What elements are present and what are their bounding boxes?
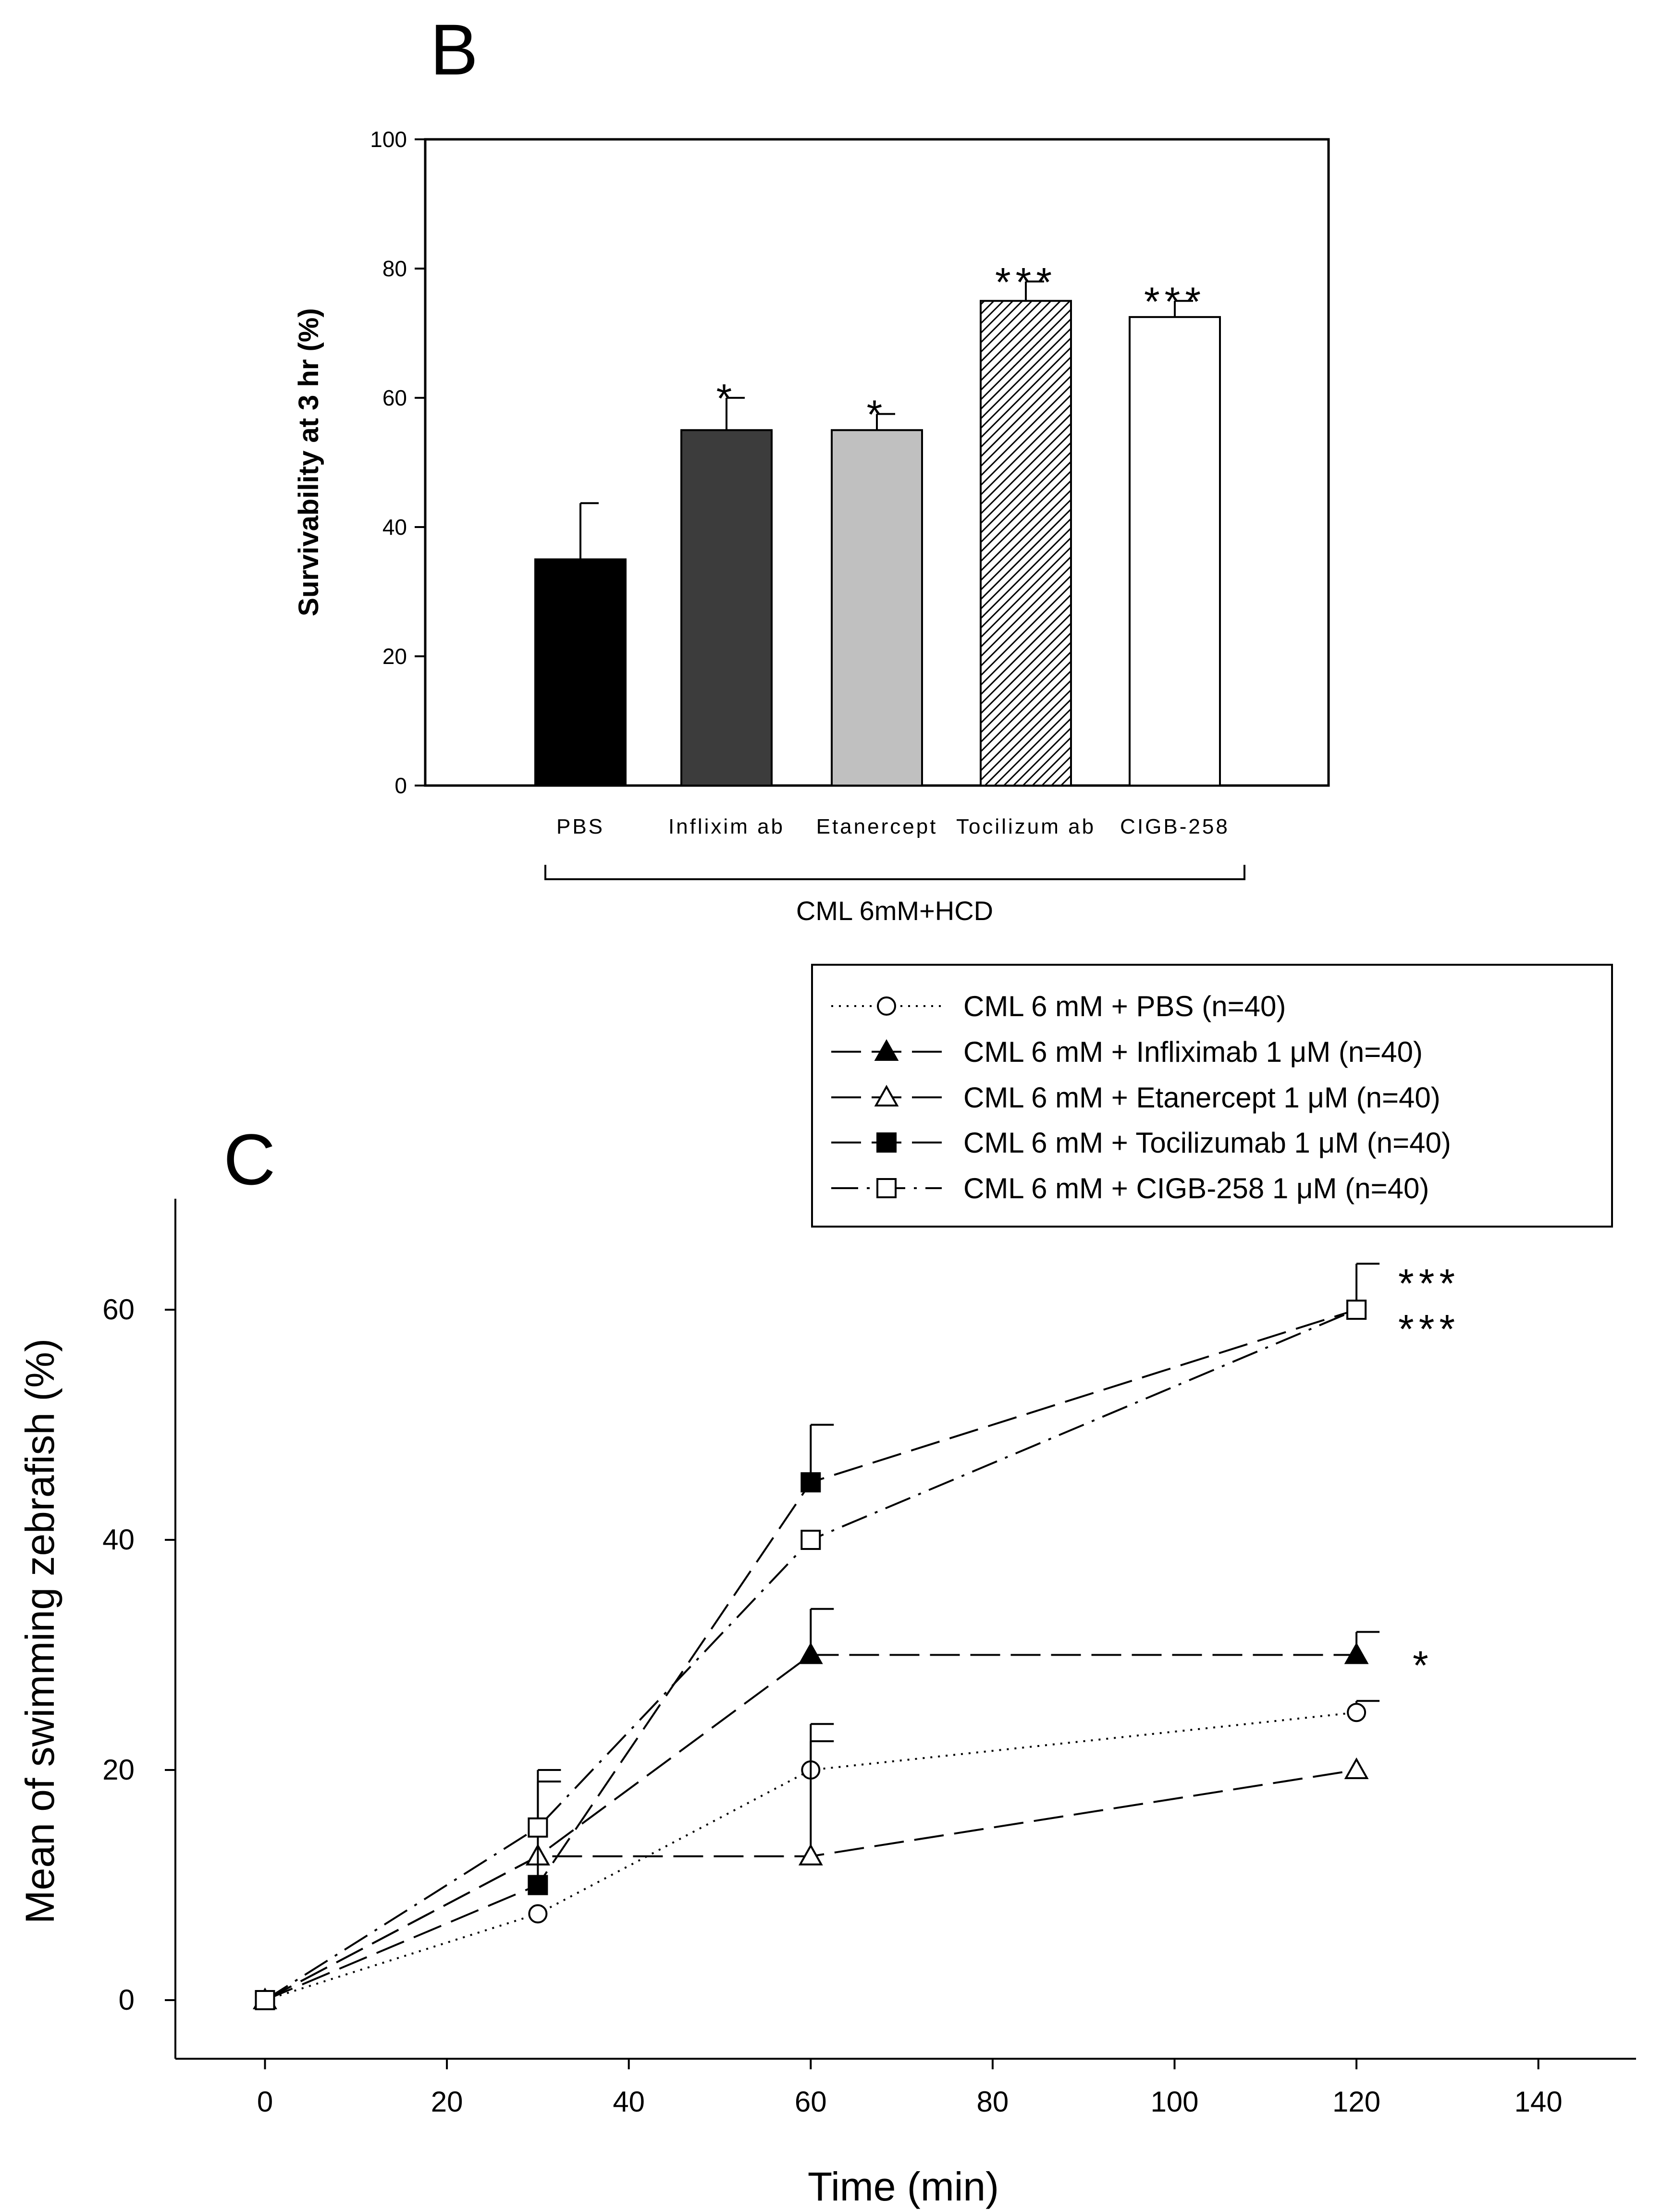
panel-c-x-axis-label: Time (min) xyxy=(808,2164,999,2209)
data-point-marker xyxy=(800,1472,821,1493)
series-line xyxy=(264,1769,1357,2001)
data-point-marker xyxy=(798,1642,823,1664)
data-point-marker xyxy=(1346,1300,1367,1320)
legend-marker-sample xyxy=(874,1039,899,1061)
legend-label: CML 6 mM + PBS (n=40) xyxy=(963,990,1286,1022)
bar-pbs xyxy=(534,558,627,786)
panel-c-significance-cigb258: *** xyxy=(1398,1306,1460,1352)
panel-b-y-tick-label: 100 xyxy=(370,127,407,152)
data-point-marker xyxy=(255,1990,275,2010)
significance-inflixim-ab: * xyxy=(716,376,737,421)
category-label-pbs: PBS xyxy=(556,815,604,838)
panel-c-x-tick-label: 80 xyxy=(977,2086,1009,2118)
panel-c-x-tick-label: 40 xyxy=(613,2086,645,2118)
panel-c-y-tick-label: 0 xyxy=(119,1984,135,2016)
series-line xyxy=(264,1309,1357,2001)
series-cml-6-mm-infliximab-1-m-n-40 xyxy=(253,1608,1380,2009)
panel-c-significance-infliximab: * xyxy=(1413,1643,1433,1688)
panel-b-y-axis-label: Survivability at 3 hr (%) xyxy=(293,308,324,616)
panel-c-y-ticks: 0 20 40 60 xyxy=(102,1293,175,2016)
bar-etanercept xyxy=(831,429,923,786)
panel-b-bracket-label: CML 6mM+HCD xyxy=(796,896,993,926)
legend-marker-sample xyxy=(876,1132,897,1153)
panel-b-y-tick-label: 40 xyxy=(382,515,407,540)
data-point-marker xyxy=(528,1817,548,1838)
panel-b-significance: * **** *** xyxy=(716,259,1206,437)
data-point-marker xyxy=(1344,1642,1369,1664)
panel-c-y-tick-label: 60 xyxy=(102,1293,135,1326)
category-label-etanercept: Etanercept xyxy=(816,815,938,838)
panel-c-x-tick-label: 120 xyxy=(1332,2086,1380,2118)
panel-b-group-bracket xyxy=(544,865,1245,880)
panel-b-letter: B xyxy=(430,9,478,90)
data-point-marker xyxy=(1344,1757,1369,1779)
legend-label: CML 6 mM + Etanercept 1 μM (n=40) xyxy=(963,1081,1440,1114)
data-point-marker xyxy=(800,1530,821,1550)
panel-b-y-tick-label: 80 xyxy=(382,256,407,281)
category-label-cigb-258: CIGB-258 xyxy=(1120,815,1230,838)
series-cml-6-mm-cigb-258-1-m-n-40 xyxy=(255,1300,1367,2010)
series-cml-6-mm-tocilizumab-1-m-n-40 xyxy=(255,1263,1380,2010)
legend-marker-sample xyxy=(876,1178,897,1198)
significance-tocilizum-ab: *** xyxy=(995,259,1057,305)
panel-c-significance-tocilizumab: *** xyxy=(1398,1261,1460,1306)
category-label-inflixim-ab: Inflixim ab xyxy=(668,815,785,838)
panel-c-x-tick-label: 20 xyxy=(431,2086,463,2118)
panel-b-bars xyxy=(534,280,1221,786)
panel-c-y-axis-label: Mean of swimming zebrafish (%) xyxy=(17,1339,62,1924)
bar-cigb-258 xyxy=(1129,316,1221,786)
panel-c-x-ticks: 0 20 40 60 80 100 120 140 xyxy=(257,2059,1563,2118)
legend-marker-sample xyxy=(877,996,896,1016)
bar-tocilizum-ab xyxy=(980,300,1072,786)
series-cml-6-mm-etanercept-1-m-n-40 xyxy=(253,1740,1369,2009)
bar-inflixim-ab xyxy=(680,429,773,786)
panel-c-x-tick-label: 60 xyxy=(795,2086,827,2118)
panel-b-y-tick-label: 20 xyxy=(382,644,407,669)
panel-c-y-tick-label: 20 xyxy=(102,1754,135,1786)
legend-marker-sample xyxy=(874,1084,899,1106)
panel-c-x-tick-label: 100 xyxy=(1150,2086,1198,2118)
legend-label: CML 6 mM + CIGB-258 1 μM (n=40) xyxy=(963,1172,1429,1204)
panel-c-axes xyxy=(174,1199,1636,2060)
series-line xyxy=(264,1711,1357,2001)
bar-chart-panel-b: B 0 20 40 60 80 100 PBS Inflixim ab Etanercept T… xyxy=(293,9,1330,926)
legend-label: CML 6 mM + Tocilizumab 1 μM (n=40) xyxy=(963,1127,1451,1159)
significance-cigb-258: *** xyxy=(1144,279,1206,324)
data-point-marker xyxy=(528,1904,548,1924)
category-label-tocilizum-ab: Tocilizum ab xyxy=(956,815,1096,838)
panel-c-series xyxy=(253,1263,1380,2010)
panel-b-category-labels: PBS Inflixim ab Etanercept Tocilizum ab CIGB… xyxy=(556,815,1230,838)
panel-b-y-tick-label: 60 xyxy=(382,385,407,410)
panel-b-y-axis: 0 20 40 60 80 100 xyxy=(370,127,425,798)
panel-c-y-tick-label: 40 xyxy=(102,1524,135,1556)
legend-box xyxy=(811,964,1613,1228)
legend-label: CML 6 mM + Infliximab 1 μM (n=40) xyxy=(963,1036,1423,1068)
data-point-marker xyxy=(798,1843,823,1866)
data-point-marker xyxy=(528,1875,548,1895)
panel-c-letter: C xyxy=(223,1119,275,1200)
panel-c-x-tick-label: 140 xyxy=(1514,2086,1563,2118)
panel-c-legend: CML 6 mM + PBS (n=40) CML 6 mM + Inflixim… xyxy=(811,964,1613,1228)
significance-etanercept: * xyxy=(867,392,887,437)
panel-c-x-tick-label: 0 xyxy=(257,2086,273,2118)
panel-b-y-tick-label: 0 xyxy=(394,773,407,798)
data-point-marker xyxy=(1347,1703,1367,1722)
